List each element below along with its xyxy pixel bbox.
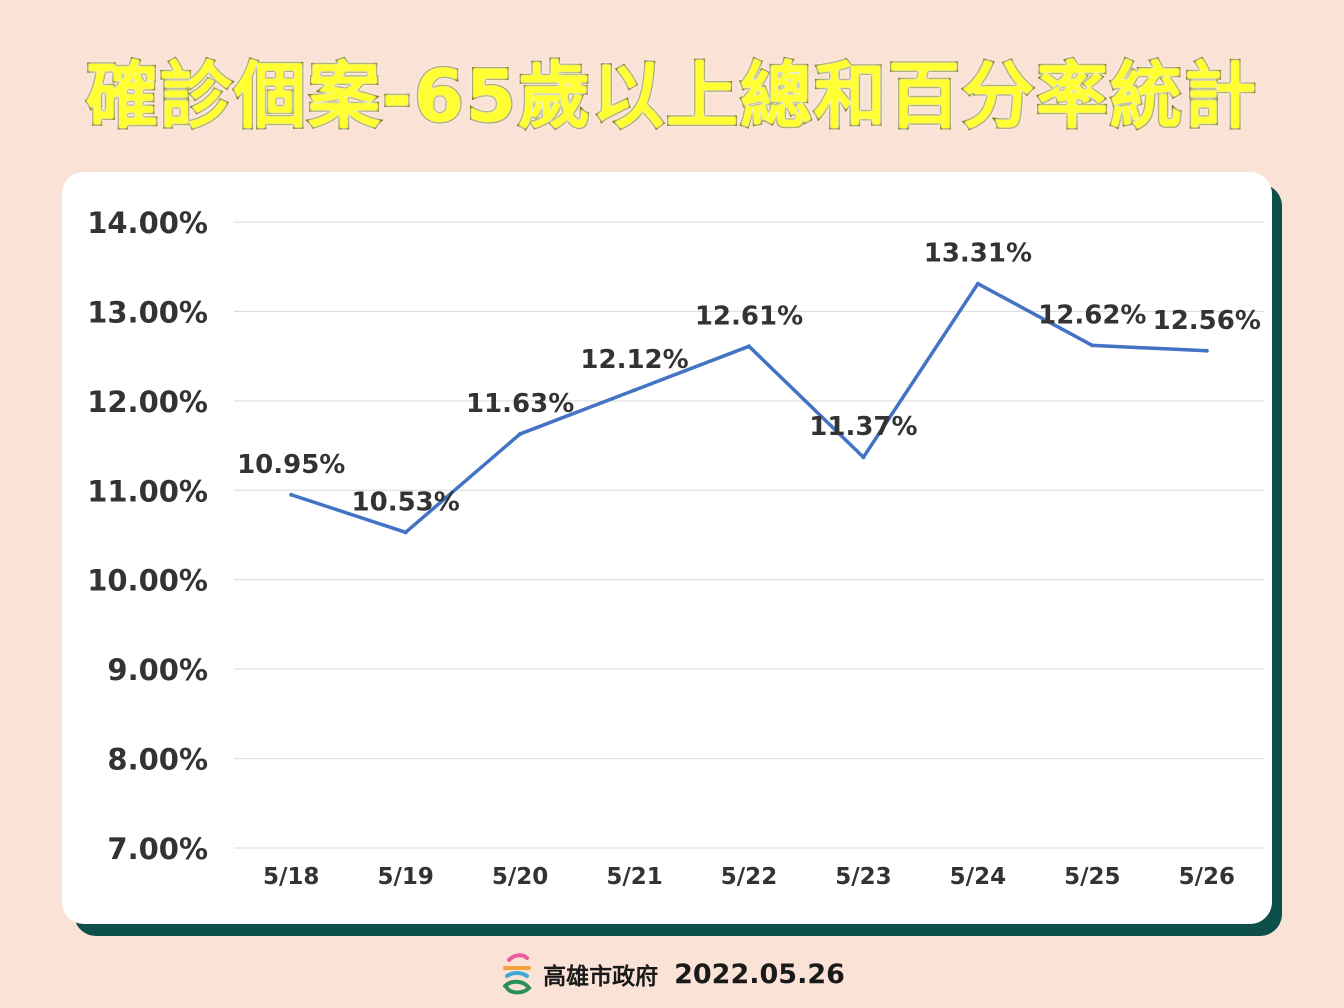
x-tick-label: 5/25: [1064, 864, 1120, 890]
kaohsiung-logo-icon: [503, 953, 532, 995]
x-tick-label: 5/22: [721, 864, 777, 890]
chart-card: 7.00% 8.00% 9.00% 10.00% 11.00% 12.00% 13.00% 1…: [62, 172, 1272, 924]
data-point: [747, 344, 751, 349]
x-tick-label: 5/19: [377, 864, 433, 890]
y-tick-label: 8.00%: [107, 743, 208, 777]
data-label: 11.63%: [466, 389, 574, 419]
x-tick-label: 5/23: [835, 864, 891, 890]
data-label: 10.95%: [237, 450, 345, 480]
y-tick-label: 11.00%: [87, 474, 208, 508]
data-point: [403, 530, 408, 535]
data-label: 10.53%: [352, 487, 460, 517]
data-point: [861, 455, 866, 460]
page-title: 確診個案-65歲以上總和百分率統計: [84, 53, 1259, 140]
data-label: 12.56%: [1153, 306, 1261, 336]
data-point: [1090, 343, 1095, 348]
data-label: 11.37%: [809, 412, 917, 442]
organization-name: 高雄市政府: [543, 964, 659, 990]
y-tick-label: 10.00%: [87, 564, 208, 598]
data-point: [518, 431, 523, 436]
data-label: 12.61%: [695, 301, 803, 331]
y-tick-label: 12.00%: [87, 385, 208, 419]
data-point: [289, 492, 294, 497]
x-tick-label: 5/26: [1179, 864, 1235, 890]
data-point: [632, 388, 637, 393]
y-tick-label: 9.00%: [107, 653, 208, 687]
data-label: 13.31%: [924, 239, 1032, 269]
footer: 高雄市政府 2022.05.26: [0, 952, 1344, 996]
data-label: 12.12%: [580, 345, 688, 375]
x-tick-label: 5/24: [950, 864, 1006, 890]
x-tick-label: 5/21: [606, 864, 662, 890]
y-tick-label: 7.00%: [107, 832, 208, 866]
data-point: [975, 281, 980, 286]
y-tick-label: 14.00%: [87, 206, 208, 240]
data-point: [1204, 348, 1209, 353]
publish-date: 2022.05.26: [674, 958, 845, 990]
x-tick-label: 5/20: [492, 864, 548, 890]
data-label: 12.62%: [1038, 300, 1146, 330]
y-tick-label: 13.00%: [87, 295, 208, 329]
x-tick-label: 5/18: [263, 864, 319, 890]
line-chart: 7.00% 8.00% 9.00% 10.00% 11.00% 12.00% 13.00% 1…: [87, 206, 1264, 890]
